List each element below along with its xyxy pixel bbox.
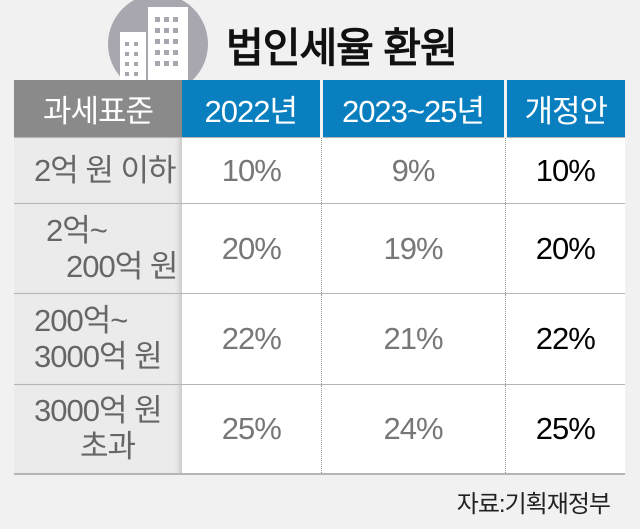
table-row: 2억 원 이하 10% 9% 10% bbox=[14, 137, 625, 204]
row-label-line: 3000억 원 bbox=[34, 392, 163, 428]
cell-2022: 20% bbox=[182, 203, 321, 294]
row-label: 2억~ 200억 원 bbox=[14, 203, 182, 294]
cell-2023-25: 19% bbox=[320, 203, 505, 294]
page-title: 법인세율 환원 bbox=[226, 25, 458, 71]
cell-proposal: 22% bbox=[504, 293, 625, 385]
cell-proposal: 10% bbox=[504, 137, 625, 204]
cell-2022: 25% bbox=[182, 384, 321, 475]
tax-rate-table: 과세표준 2022년 2023~25년 개정안 2억 원 이하 10% 9% 1… bbox=[14, 80, 625, 475]
row-label-line: 200억 원 bbox=[66, 248, 178, 284]
row-label: 200억~ 3000억 원 bbox=[14, 293, 182, 385]
source-note: 자료:기획재정부 bbox=[456, 491, 611, 518]
cell-2023-25: 21% bbox=[320, 293, 505, 385]
cell-2023-25: 24% bbox=[320, 384, 505, 475]
table-row: 3000억 원 초과 25% 24% 25% bbox=[14, 384, 625, 475]
header-2023-25: 2023~25년 bbox=[319, 80, 505, 138]
cell-2022: 22% bbox=[182, 293, 321, 385]
header-2022: 2022년 bbox=[182, 80, 321, 138]
row-label-line: 초과 bbox=[80, 428, 136, 464]
row-label-line: 2억~ bbox=[46, 212, 108, 248]
table-row: 200억~ 3000억 원 22% 21% 22% bbox=[14, 293, 625, 385]
row-label-line: 3000억 원 bbox=[34, 339, 163, 374]
row-label: 2억 원 이하 bbox=[14, 137, 182, 204]
row-label-line: 200억~ bbox=[34, 303, 128, 338]
cell-proposal: 20% bbox=[504, 203, 625, 294]
table-row: 2억~ 200억 원 20% 19% 20% bbox=[14, 203, 625, 294]
cell-2023-25: 9% bbox=[320, 137, 505, 204]
header-proposal: 개정안 bbox=[503, 80, 625, 138]
building-icon bbox=[108, 0, 208, 97]
row-label: 3000억 원 초과 bbox=[14, 384, 182, 475]
row-label-line: 2억 원 이하 bbox=[34, 152, 177, 188]
cell-proposal: 25% bbox=[504, 384, 625, 475]
cell-2022: 10% bbox=[182, 137, 321, 204]
table-header-row: 과세표준 2022년 2023~25년 개정안 bbox=[14, 80, 625, 138]
header-tax-base: 과세표준 bbox=[14, 80, 182, 138]
